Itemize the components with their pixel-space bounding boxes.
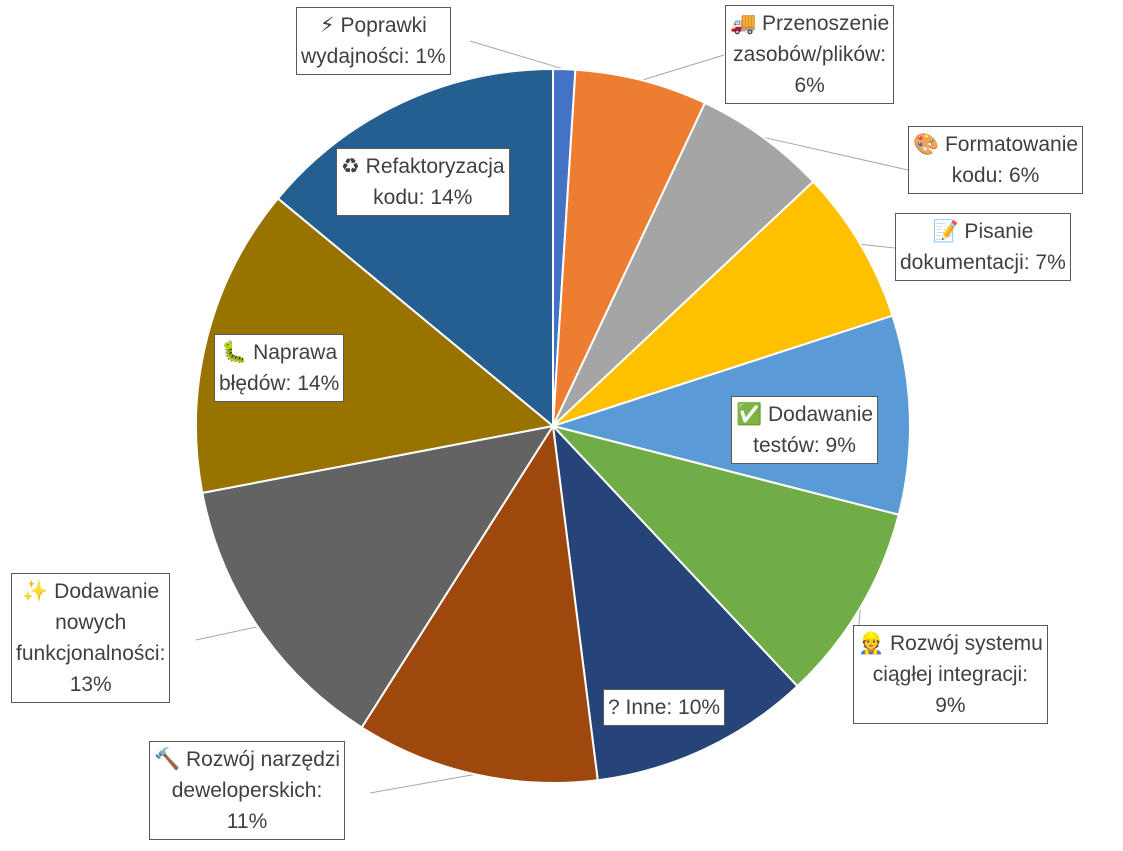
data-label-tools-line-3: 11% <box>226 810 268 833</box>
pie-slice-bug <box>195 197 556 495</box>
data-label-refactor: ♻ Refaktoryzacja kodu: 14% <box>336 148 510 216</box>
data-label-move: 🚚 Przenoszenie zasobów/plików: 6% <box>725 5 895 104</box>
data-label-ci: 👷 Rozwój systemu ciągłej integracji: 9% <box>853 625 1048 724</box>
data-label-other: ? Inne: 10% <box>603 689 726 726</box>
pie-slice-hammer <box>360 423 599 784</box>
data-label-tests: ✅ Dodawanie testów: 9% <box>731 396 879 464</box>
data-label-docs: 📝 Pisanie dokumentacji: 7% <box>895 213 1071 281</box>
pie-slice-sparkles <box>201 424 556 729</box>
data-label-features-line-3: funkcjonalności: <box>16 642 166 665</box>
leader-line <box>860 243 896 249</box>
data-label-features-line-1: ✨ Dodawanie <box>22 580 160 603</box>
leader-line <box>369 773 476 794</box>
data-label-move-line-3: 6% <box>794 74 825 97</box>
pie-slices <box>195 67 911 784</box>
data-label-tests-line-2: testów: 9% <box>753 434 856 457</box>
data-label-ci-line-1: 👷 Rozwój systemu <box>858 632 1043 655</box>
data-label-bugs-line-2: błędów: 14% <box>219 372 340 395</box>
data-label-tests-line-1: ✅ Dodawanie <box>736 403 874 426</box>
data-label-move-line-2: zasobów/plików: <box>733 43 887 66</box>
pie-slice-construction-worker <box>549 424 900 688</box>
data-label-perf-line-2: wydajności: 1% <box>301 45 446 68</box>
pie-slice-palette <box>552 101 815 427</box>
leader-line <box>762 136 909 171</box>
data-label-features-line-4: 13% <box>69 673 112 696</box>
data-label-formatting-line-2: kodu: 6% <box>951 164 1040 187</box>
data-label-perf-line-1: ⚡ Poprawki <box>319 14 427 37</box>
data-label-tools-line-2: deweloperskich: <box>171 779 323 802</box>
leader-line <box>195 626 258 641</box>
data-label-docs-line-1: 📝 Pisanie <box>932 220 1034 243</box>
data-label-refactor-line-2: kodu: 14% <box>373 186 473 209</box>
data-label-ci-line-2: ciągłej integracji: <box>872 663 1029 686</box>
data-label-bugs: 🐛 Naprawa błędów: 14% <box>214 334 345 402</box>
data-label-features: ✨ Dodawanie nowych funkcjonalności: 13% <box>11 573 171 703</box>
data-label-features-line-2: nowych <box>55 611 127 634</box>
data-label-docs-line-2: dokumentacji: 7% <box>900 251 1066 274</box>
data-label-ci-line-3: 9% <box>935 694 966 717</box>
data-label-tools: 🔨 Rozwój narzędzi deweloperskich: 11% <box>149 741 346 840</box>
data-label-tools-line-1: 🔨 Rozwój narzędzi <box>154 748 341 771</box>
data-label-bugs-line-1: 🐛 Naprawa <box>221 341 338 364</box>
pie-slice-memo <box>552 180 894 427</box>
data-label-formatting: 🎨 Formatowanie kodu: 6% <box>908 126 1084 194</box>
data-label-perf: ⚡ Poprawki wydajności: 1% <box>296 7 451 75</box>
leader-line <box>469 40 565 70</box>
data-label-formatting-line-1: 🎨 Formatowanie <box>913 133 1079 156</box>
data-label-move-line-1: 🚚 Przenoszenie <box>730 12 890 35</box>
data-label-refactor-line-1: ♻ Refaktoryzacja <box>341 155 505 178</box>
leader-line <box>641 54 725 81</box>
pie-slice-truck <box>552 68 707 427</box>
data-label-other-line-1: ? Inne: 10% <box>608 696 721 719</box>
